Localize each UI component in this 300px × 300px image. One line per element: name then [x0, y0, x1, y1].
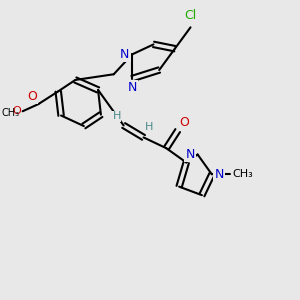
Text: O: O: [27, 90, 37, 103]
Text: Cl: Cl: [184, 9, 196, 22]
Text: O: O: [13, 106, 21, 116]
Text: N: N: [185, 148, 195, 161]
Text: N: N: [128, 81, 137, 94]
Text: H: H: [145, 122, 153, 132]
Text: O: O: [179, 116, 189, 129]
Text: N: N: [120, 48, 129, 61]
Text: CH₃: CH₃: [232, 169, 254, 179]
Text: H: H: [112, 111, 121, 121]
Text: CH₃: CH₃: [2, 108, 20, 118]
Text: N: N: [215, 168, 224, 181]
